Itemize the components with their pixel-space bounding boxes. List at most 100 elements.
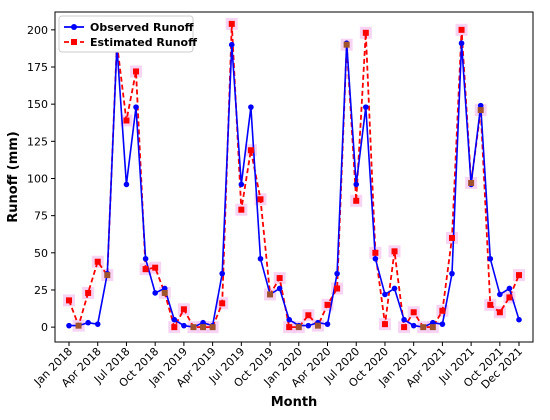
y-tick-label: 25 — [34, 284, 48, 297]
estimated-runoff-point — [487, 301, 494, 308]
observed-runoff-point — [372, 255, 379, 262]
estimated-runoff-point — [372, 249, 379, 256]
observed-runoff-point — [66, 322, 72, 329]
estimated-runoff-point — [401, 324, 408, 331]
observed-runoff-point — [161, 285, 168, 292]
observed-runoff-point — [85, 319, 91, 326]
estimated-runoff-point — [133, 68, 140, 75]
observed-runoff-point — [228, 41, 235, 48]
estimated-runoff-point — [238, 206, 245, 213]
observed-runoff-point — [181, 322, 187, 329]
observed-runoff-point — [257, 255, 264, 262]
estimated-runoff-point — [343, 41, 350, 48]
estimated-runoff-point — [305, 312, 312, 319]
observed-runoff-point — [506, 285, 513, 292]
estimated-runoff-point — [75, 322, 82, 329]
plot-area-frame — [54, 11, 534, 343]
estimated-runoff-point — [219, 300, 226, 307]
estimated-runoff-point — [429, 324, 436, 331]
observed-runoff-point — [171, 316, 178, 323]
observed-runoff-point — [248, 104, 254, 110]
estimated-runoff-point — [123, 117, 130, 124]
estimated-runoff-point — [66, 297, 72, 304]
observed-runoff-point — [123, 181, 130, 188]
y-tick-label: 0 — [41, 321, 48, 334]
observed-runoff-point — [200, 319, 206, 326]
observed-runoff-point — [219, 270, 225, 277]
estimated-runoff-point — [94, 258, 101, 265]
observed-runoff-point — [238, 181, 245, 188]
y-tick-label: 175 — [27, 61, 48, 74]
y-tick-label: 50 — [34, 247, 48, 260]
estimated-runoff-point — [410, 309, 417, 316]
observed-runoff-point — [458, 40, 465, 47]
y-axis: 0 25 50 75 100 125 150 175 200 — [27, 24, 55, 334]
estimated-runoff-point — [353, 197, 360, 204]
observed-runoff-point — [353, 181, 360, 188]
observed-runoff-point — [152, 290, 158, 296]
observed-runoff-point — [477, 102, 484, 109]
estimated-runoff-point — [180, 306, 187, 313]
observed-runoff-point — [324, 321, 331, 327]
y-tick-label: 200 — [27, 24, 48, 37]
observed-runoff-point — [142, 255, 149, 262]
estimated-runoff-point — [104, 272, 111, 279]
legend-swatch-marker — [71, 39, 77, 45]
estimated-runoff-point — [209, 324, 216, 331]
estimated-runoff-point — [439, 307, 446, 314]
legend: Observed Runoff Estimated Runoff — [58, 15, 197, 53]
estimated-runoff-point — [257, 196, 264, 203]
observed-runoff-point — [334, 270, 340, 277]
estimated-runoff-point — [448, 234, 455, 241]
estimated-runoff-point — [477, 107, 484, 114]
estimated-runoff-point — [458, 26, 465, 33]
observed-runoff-point — [363, 104, 369, 110]
observed-runoff-point — [497, 291, 503, 298]
legend-box — [58, 15, 194, 53]
legend-label: Observed Runoff — [90, 21, 194, 34]
estimated-runoff-point — [334, 285, 341, 292]
observed-runoff-point — [439, 321, 446, 327]
estimated-runoff-point — [314, 322, 321, 329]
estimated-runoff-point — [228, 20, 235, 27]
observed-runoff-point — [449, 270, 455, 277]
observed-runoff-point — [391, 285, 398, 292]
estimated-runoff-point — [391, 248, 398, 255]
estimated-runoff-point — [420, 324, 427, 331]
estimated-runoff-point — [85, 289, 92, 296]
legend-label: Estimated Runoff — [90, 36, 197, 49]
estimated-runoff-point — [381, 321, 388, 328]
y-tick-label: 100 — [27, 172, 48, 185]
observed-runoff-point — [305, 322, 312, 329]
estimated-runoff-point — [190, 324, 197, 331]
observed-runoff-point — [94, 321, 101, 327]
y-tick-label: 75 — [34, 210, 48, 223]
observed-runoff-line — [69, 43, 520, 328]
legend-swatch-marker — [71, 24, 77, 30]
series-layer — [63, 17, 525, 334]
estimated-runoff-point — [142, 266, 149, 273]
estimated-runoff-point — [247, 147, 254, 154]
y-tick-label: 150 — [27, 98, 48, 111]
estimated-runoff-point — [152, 264, 159, 271]
estimated-runoff-point — [171, 324, 178, 331]
estimated-runoff-point — [286, 324, 293, 331]
estimated-runoff-point — [506, 294, 513, 301]
y-tick-label: 125 — [27, 135, 48, 148]
observed-runoff-points — [66, 40, 522, 330]
observed-runoff-point — [276, 285, 283, 292]
estimated-runoff-point — [496, 309, 503, 316]
estimated-runoff-point — [362, 29, 369, 36]
estimated-runoff-point — [516, 272, 522, 279]
y-axis-title: Runoff (mm) — [6, 131, 21, 222]
x-axis-title: Month — [271, 395, 318, 410]
estimated-runoff-point — [161, 289, 168, 296]
observed-runoff-point — [487, 255, 494, 262]
observed-runoff-point — [133, 104, 139, 110]
estimated-runoff-point — [200, 324, 207, 331]
observed-runoff-point — [401, 316, 407, 323]
estimated-runoff-point — [276, 275, 283, 282]
estimated-runoff-point — [267, 291, 274, 298]
estimated-runoff-point — [295, 324, 302, 331]
